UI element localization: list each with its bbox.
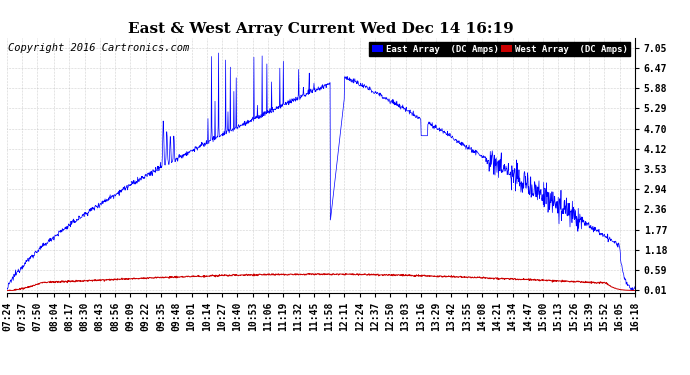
Legend: East Array  (DC Amps), West Array  (DC Amps): East Array (DC Amps), West Array (DC Amp… xyxy=(369,42,630,56)
Title: East & West Array Current Wed Dec 14 16:19: East & West Array Current Wed Dec 14 16:… xyxy=(128,22,514,36)
Text: Copyright 2016 Cartronics.com: Copyright 2016 Cartronics.com xyxy=(8,43,190,52)
